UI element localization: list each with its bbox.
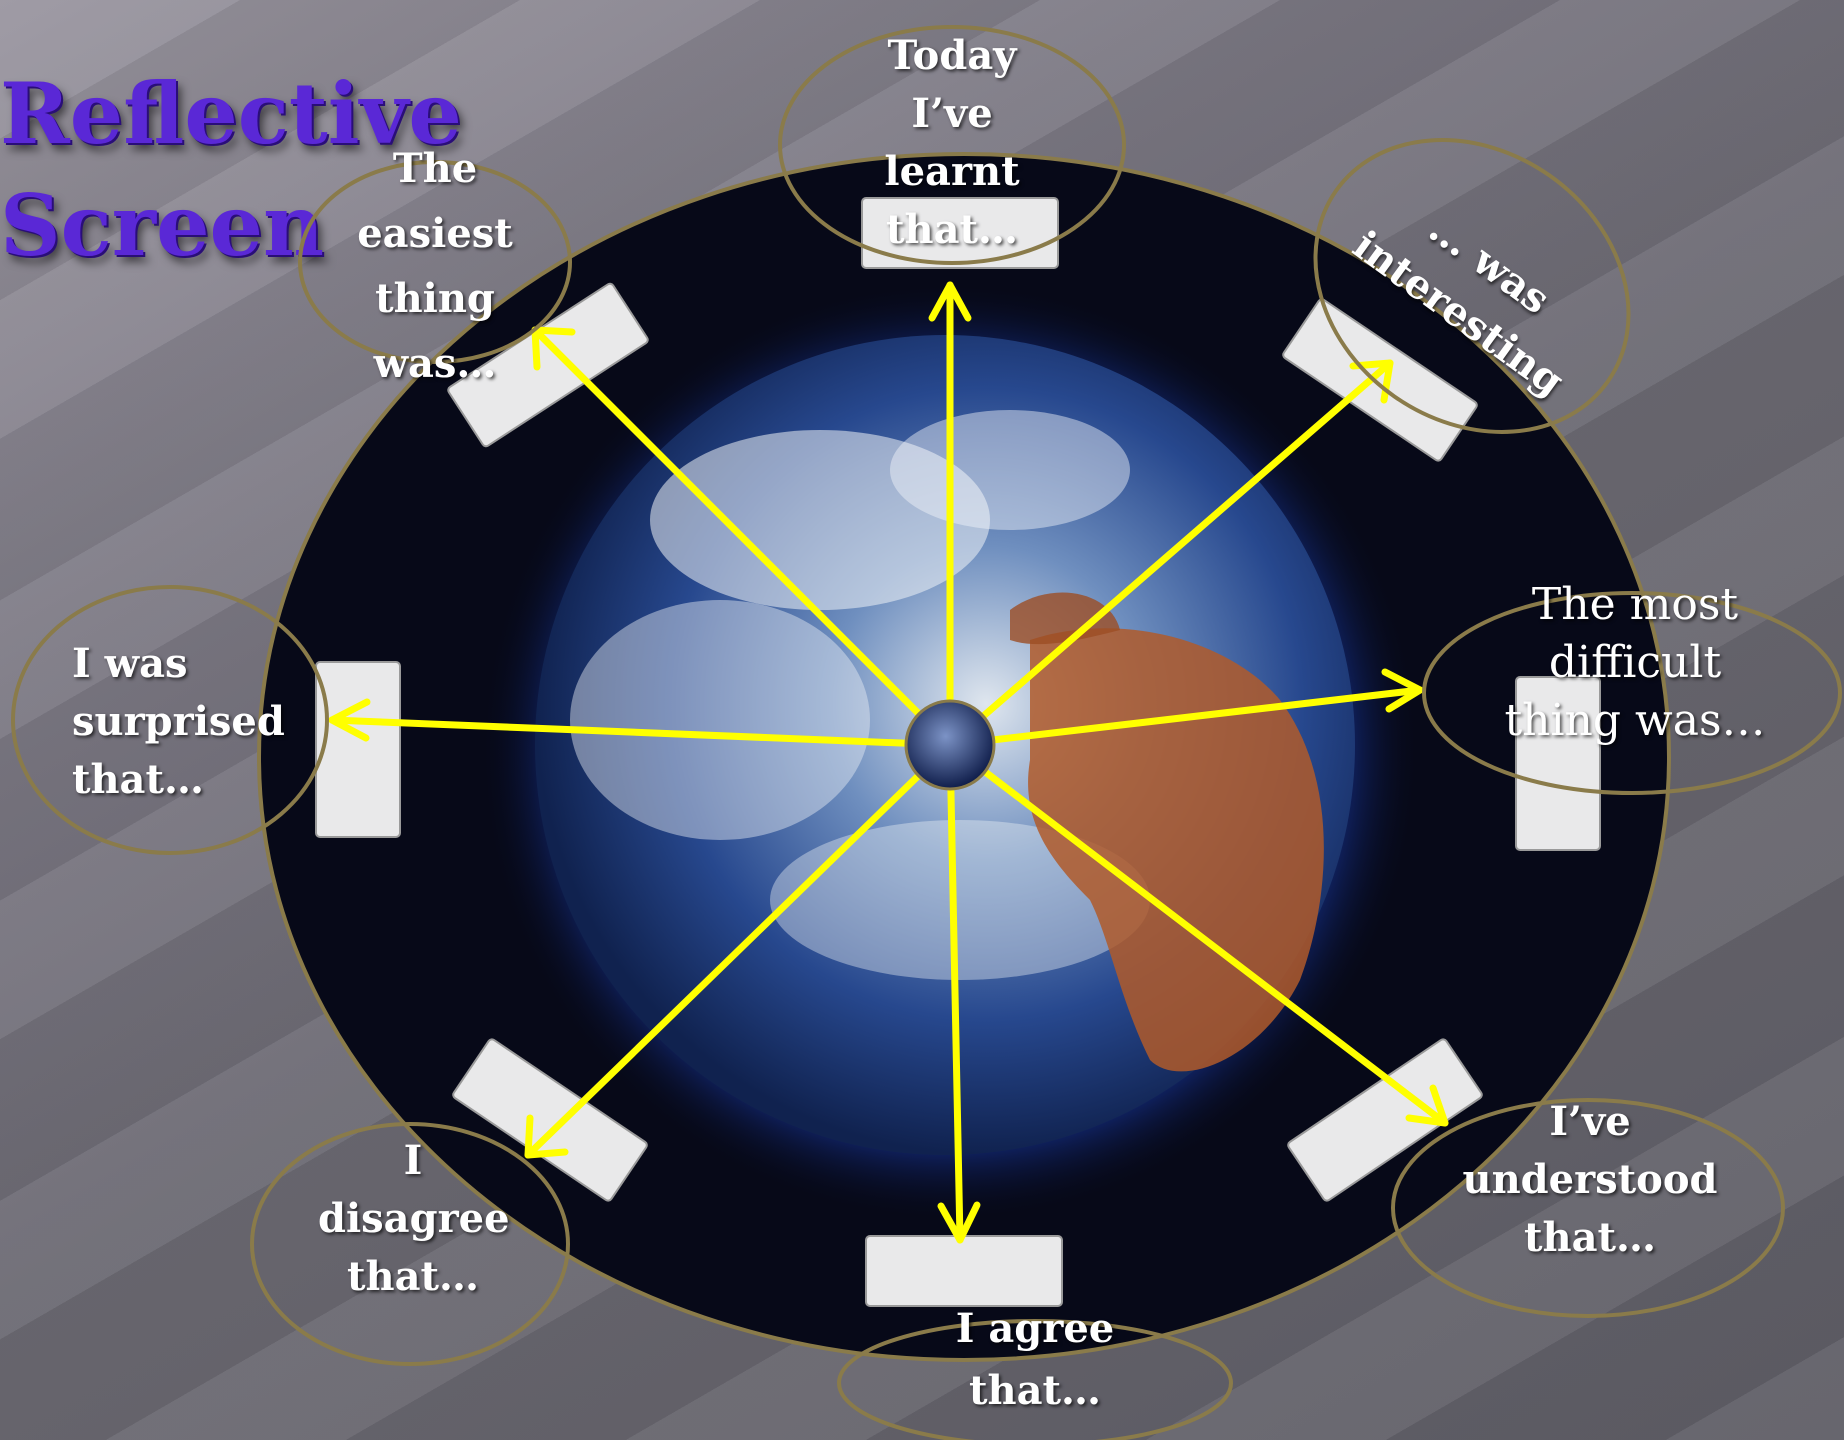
prompt-bubbles xyxy=(11,25,1842,1440)
keyboard xyxy=(1282,298,1478,462)
bubble-understood xyxy=(1391,1098,1785,1318)
prompt-agree: I agree that… xyxy=(955,1305,1115,1414)
title-line-2: Screen xyxy=(0,176,325,275)
keyboard xyxy=(315,661,401,838)
arrow-down-right xyxy=(946,741,1449,1127)
bubble-agree xyxy=(837,1319,1233,1440)
prompt-understood: I’ve understood that… xyxy=(1462,1098,1718,1261)
keyboard xyxy=(861,197,1059,269)
center-hub xyxy=(904,699,996,791)
bubble-today-learnt xyxy=(778,25,1126,265)
arrowhead xyxy=(928,281,972,322)
bubble-disagree xyxy=(250,1122,570,1366)
keyboard xyxy=(865,1235,1063,1307)
prompt-disagree: I disagree that… xyxy=(318,1137,510,1300)
bubble-interesting xyxy=(1313,138,1631,434)
arrowhead xyxy=(1349,359,1394,404)
arrow-left xyxy=(328,716,954,749)
arrowhead xyxy=(328,698,371,742)
keyboard xyxy=(1515,676,1601,851)
cloud-swirl xyxy=(650,430,990,610)
continent-africa xyxy=(1028,628,1324,1072)
arrow-down-left xyxy=(524,741,954,1159)
cloud-swirl xyxy=(570,600,870,840)
prompt-easiest: The easiest thing was… xyxy=(357,145,513,387)
arrowhead xyxy=(1381,668,1424,713)
bubble-easiest xyxy=(298,160,572,364)
prompt-surprised: I was surprised that… xyxy=(72,640,285,803)
arrowhead xyxy=(1405,1084,1449,1127)
bubble-most-difficult xyxy=(1422,591,1842,795)
arrowhead xyxy=(524,1114,569,1159)
bubble-surprised xyxy=(11,585,329,855)
page-title: Reflective Screen xyxy=(0,58,462,282)
prompt-today-learnt: Today I’ve learnt that… xyxy=(884,32,1020,253)
arrow-up-left xyxy=(531,326,954,749)
prompt-most-difficult: The most difficult thing was… xyxy=(1504,579,1766,746)
title-line-1: Reflective xyxy=(0,64,462,163)
arrow-up-right xyxy=(946,359,1394,749)
arrow-right xyxy=(946,686,1424,749)
arrows xyxy=(328,281,1449,1244)
continent-europe xyxy=(1010,592,1120,645)
arrowhead xyxy=(937,1201,981,1244)
arrow-down xyxy=(946,741,964,1244)
cloud-swirl xyxy=(890,410,1130,530)
keyboard xyxy=(1287,1038,1483,1202)
